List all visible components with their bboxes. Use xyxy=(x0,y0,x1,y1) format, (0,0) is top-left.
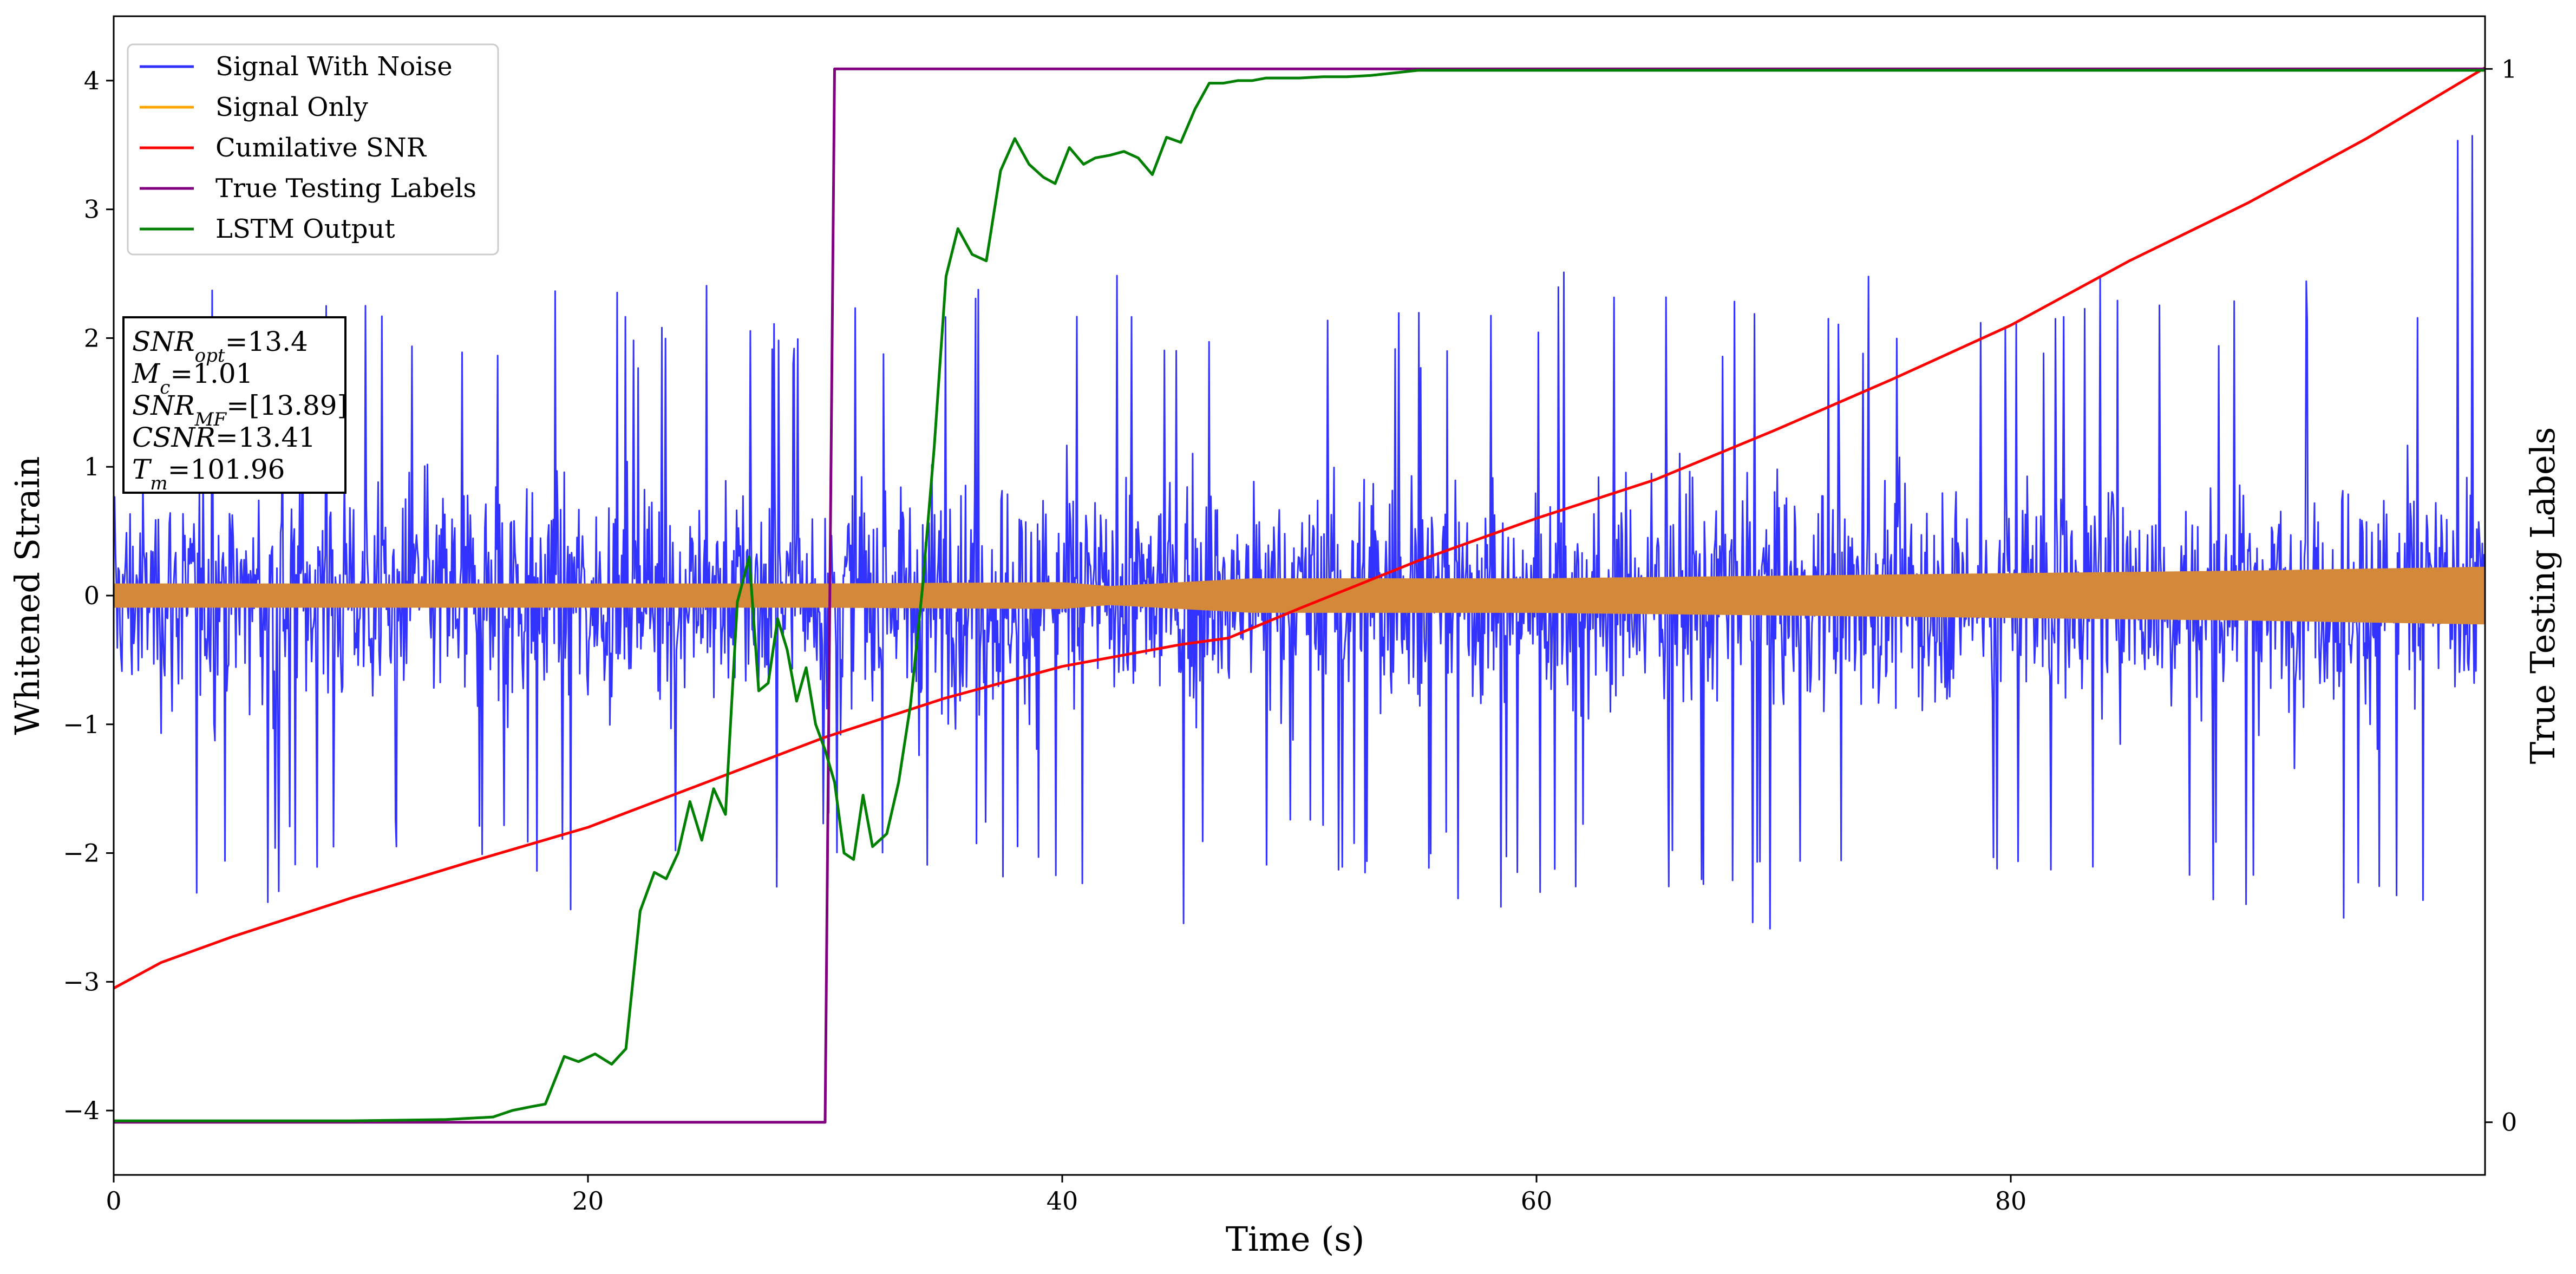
y-tick-label: 4 xyxy=(84,66,100,95)
legend-label-signal-with-noise: Signal With Noise xyxy=(215,51,453,82)
y-tick-label: 2 xyxy=(84,323,100,352)
annotation-box: SNRopt=13.4Mc=1.01SNRMF=[13.89]CSNR=13.4… xyxy=(122,316,348,494)
legend-label-true-testing-labels: True Testing Labels xyxy=(215,173,476,204)
series-signal-only xyxy=(114,566,2485,625)
y-tick-label: −1 xyxy=(63,710,100,739)
area-signal-only xyxy=(114,566,2485,625)
x-tick-label: 60 xyxy=(1521,1186,1553,1216)
y-tick-label: −4 xyxy=(63,1096,100,1125)
legend-label-cumilative-snr: Cumilative SNR xyxy=(215,133,427,163)
y-tick-label: −3 xyxy=(63,967,100,996)
legend-box xyxy=(127,43,499,256)
line-true-testing-labels xyxy=(114,67,2485,1124)
y2-tick-label: 1 xyxy=(2501,54,2517,83)
annotation-line: SNRopt=13.4 xyxy=(132,326,308,367)
x-tick-label: 20 xyxy=(572,1186,604,1216)
legend: Signal With Noise Signal Only Cumilative S… xyxy=(127,43,499,256)
x-tick-label: 80 xyxy=(1995,1186,2027,1216)
annotation-line: SNRMF=[13.89] xyxy=(132,390,348,430)
line-cumilative-snr xyxy=(114,66,2485,990)
series-lines xyxy=(114,66,2485,1124)
line-lstm-output xyxy=(114,69,2485,1122)
y-tick-label: 0 xyxy=(84,581,100,610)
x-axis-label: Time (s) xyxy=(1226,1219,1365,1259)
annotation-line: Mc=1.01 xyxy=(132,358,253,398)
y-axis-label: Whitened Strain xyxy=(8,456,47,735)
annotation-line: Tm=101.96 xyxy=(132,454,285,494)
y-tick-label: 3 xyxy=(84,195,100,224)
plot-area xyxy=(114,66,2485,1124)
annotation-frame xyxy=(122,316,346,494)
y2-axis-label: True Testing Labels xyxy=(2523,427,2562,765)
x-tick-label: 40 xyxy=(1047,1186,1078,1216)
y-tick-label: −2 xyxy=(63,839,100,868)
legend-label-lstm-output: LSTM Output xyxy=(215,214,395,244)
y-tick-label: 1 xyxy=(84,452,100,481)
annotation-line: CSNR=13.41 xyxy=(132,422,316,453)
legend-label-signal-only: Signal Only xyxy=(215,92,368,122)
y2-tick-label: 0 xyxy=(2501,1108,2517,1137)
x-tick-label: 0 xyxy=(106,1186,121,1216)
